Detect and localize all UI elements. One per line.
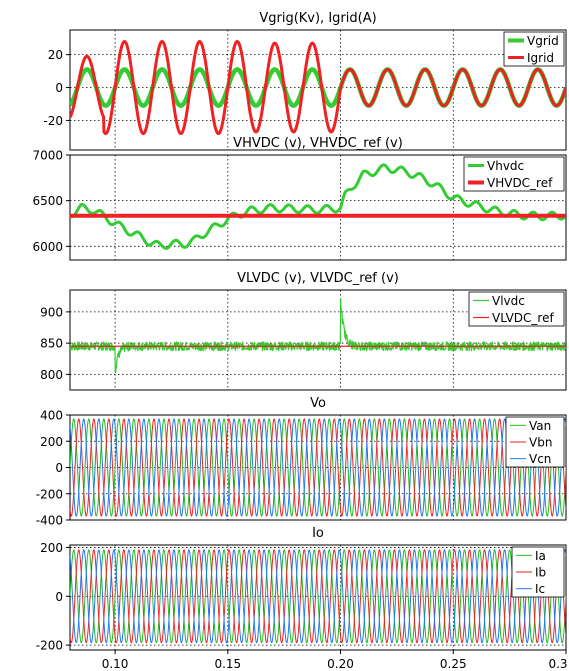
legend-label: Vgrid	[527, 34, 559, 48]
chart-panel-5: Io 200 0 -200 Ia Ib Ic 0.10 0.15 0.20 0.25 0.3	[36, 526, 568, 671]
series-line-ib	[70, 549, 566, 644]
legend-label: Igrid	[527, 51, 554, 65]
legend: Vhvdc VHVDC_ref	[463, 156, 565, 192]
series-group	[70, 418, 566, 517]
y-tick-label: 20	[48, 48, 63, 62]
chart-panel-2: VHVDC (v), VHVDC_ref (v) 7000 6500 6000 Vhvd…	[32, 136, 567, 261]
y-tick-label: 0	[55, 81, 63, 95]
y-tick-label: -200	[36, 487, 63, 501]
y-tick-label: 400	[40, 409, 63, 423]
series-line-van	[70, 418, 566, 517]
chart-title: VLVDC (v), VLVDC_ref (v)	[237, 271, 399, 286]
chart-panel-1: Vgrig(Kv), Igrid(A) 20 0 -20 Vgrid Igrid	[43, 11, 567, 151]
legend-label: Vbn	[529, 436, 552, 450]
legend-label: Vcn	[529, 452, 551, 466]
legend-label: Ib	[535, 566, 546, 580]
legend-label: VHVDC_ref	[487, 176, 553, 190]
y-tick-label: 6000	[32, 240, 63, 254]
series-line-igrid	[70, 40, 566, 136]
y-tick-label: 800	[40, 368, 63, 382]
legend: Van Vbn Vcn	[505, 416, 565, 468]
y-tick-label: 200	[40, 435, 63, 449]
chart-panel-4: Vo 400 200 0 -200 -400 Van Vbn Vcn	[36, 396, 567, 528]
legend-label: Vlvdc	[492, 294, 525, 308]
chart-title: VHVDC (v), VHVDC_ref (v)	[233, 136, 403, 151]
series-line-ia	[70, 549, 566, 644]
y-tick-label: 200	[40, 541, 63, 555]
y-tick-label: 7000	[32, 149, 63, 163]
x-tick-label: 0.3	[548, 657, 567, 671]
legend-label: VLVDC_ref	[492, 311, 554, 325]
x-tick-label: 0.10	[102, 657, 129, 671]
chart-title: Vo	[310, 396, 326, 411]
legend-label: Van	[529, 419, 551, 433]
legend-label: Ic	[535, 582, 545, 596]
y-tick-label: 900	[40, 305, 63, 319]
y-tick-label: 0	[55, 461, 63, 475]
x-tick-label: 0.20	[327, 657, 354, 671]
legend-box	[463, 156, 565, 192]
y-tick-label: -200	[36, 639, 63, 653]
legend-box	[503, 31, 565, 67]
series-group	[70, 549, 566, 644]
series-group	[70, 40, 566, 136]
y-tick-label: 850	[40, 337, 63, 351]
series-line-vbn	[70, 418, 566, 517]
chart-panel-3: VLVDC (v), VLVDC_ref (v) 900 850 800 Vlvdc VL…	[40, 271, 567, 391]
y-tick-label: 6500	[32, 194, 63, 208]
legend-label: Vhvdc	[487, 159, 524, 173]
series-group	[70, 298, 566, 374]
x-tick-label: 0.15	[214, 657, 241, 671]
y-tick-label: -400	[36, 514, 63, 528]
legend-label: Ia	[535, 549, 546, 563]
series-line-vcn	[70, 418, 566, 517]
chart-title: Io	[312, 526, 324, 541]
legend: Vgrid Igrid	[503, 31, 565, 67]
legend: Ia Ib Ic	[511, 546, 565, 598]
y-tick-label: 0	[55, 590, 63, 604]
series-line-vhvdc	[70, 163, 566, 250]
legend-box	[468, 291, 565, 327]
chart-title: Vgrig(Kv), Igrid(A)	[259, 11, 376, 26]
series-line-ic	[70, 549, 566, 644]
legend: Vlvdc VLVDC_ref	[468, 291, 565, 327]
series-group	[70, 163, 566, 250]
x-tick-label: 0.25	[440, 657, 467, 671]
y-tick-label: -20	[43, 114, 63, 128]
